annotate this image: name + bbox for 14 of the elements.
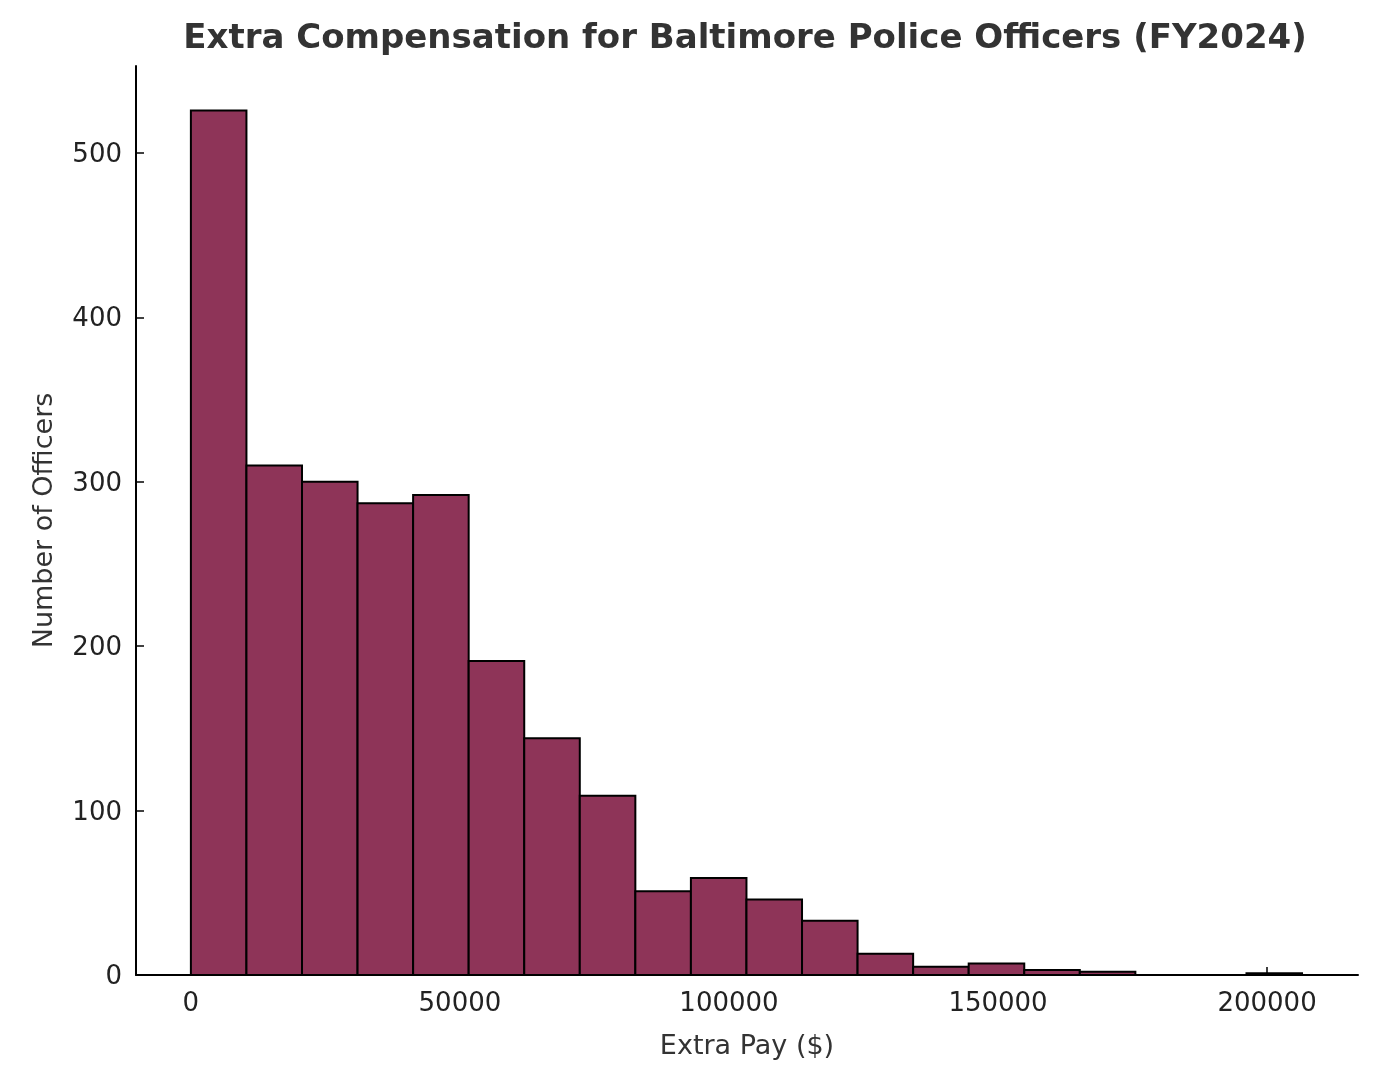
x-tick-label: 0	[182, 987, 200, 1017]
y-axis-title: Number of Officers	[27, 392, 58, 649]
y-tick-label: 500	[72, 138, 122, 169]
y-tick-label: 300	[72, 466, 122, 497]
y-tick-label: 0	[105, 960, 122, 990]
x-tick-label: 100000	[679, 987, 779, 1017]
x-axis-title: Extra Pay ($)	[659, 1029, 835, 1060]
y-tick-label: 100	[72, 795, 122, 826]
y-tick-label: 200	[72, 631, 122, 662]
x-tick-label: 150000	[948, 987, 1048, 1017]
y-tick-label: 400	[72, 302, 122, 333]
x-tick-label: 50000	[418, 987, 502, 1017]
chart-title: Extra Compensation for Baltimore Police Officers (FY2024)	[183, 16, 1307, 56]
x-tick-label: 200000	[1217, 987, 1317, 1017]
